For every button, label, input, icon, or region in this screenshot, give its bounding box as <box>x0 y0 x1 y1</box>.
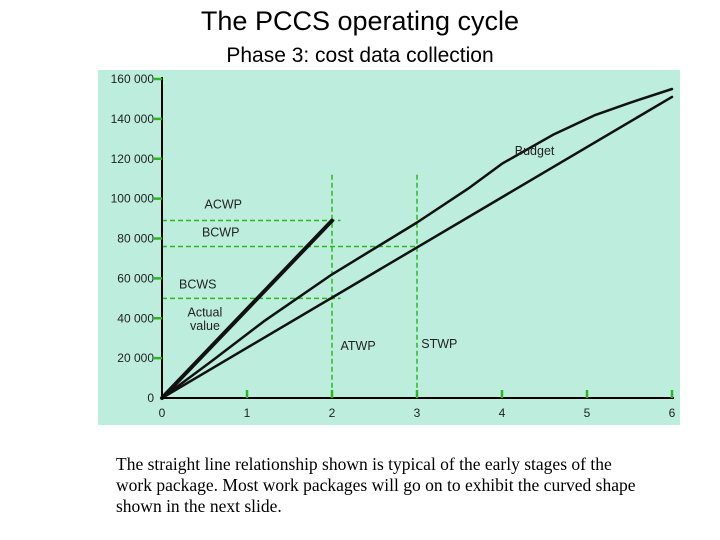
x-tick-label: 5 <box>584 406 591 420</box>
series-line <box>160 95 674 400</box>
y-tick-label: 120 000 <box>111 152 155 166</box>
x-tick-label: 2 <box>329 406 336 420</box>
y-tick-label: 60 000 <box>117 271 154 285</box>
series-lines <box>160 87 674 400</box>
page-title: The PCCS operating cycle <box>200 6 520 36</box>
page-subtitle: Phase 3: cost data collection <box>226 44 494 67</box>
y-tick-label: 80 000 <box>117 232 154 246</box>
chart-annotation-label: ACWP <box>205 198 243 212</box>
y-tick-label: 0 <box>147 391 154 405</box>
x-tick-label: 3 <box>414 406 421 420</box>
caption-line: work package. Most work packages will go… <box>116 475 636 495</box>
series-line <box>160 87 674 400</box>
chart-annotation-label: Actual <box>188 305 223 319</box>
chart-annotation-label: Budget <box>515 144 555 158</box>
x-tick-label: 6 <box>669 406 676 420</box>
x-tick-label: 4 <box>499 406 506 420</box>
caption-line: The straight line relationship shown is … <box>116 454 612 474</box>
caption-line: shown in the next slide. <box>116 496 282 516</box>
guide-lines <box>162 174 418 398</box>
axes <box>154 77 674 399</box>
y-tick-label: 40 000 <box>117 311 154 325</box>
y-tick-label: 140 000 <box>111 112 155 126</box>
chart-annotation-label: value <box>190 319 220 333</box>
y-tick-label: 20 000 <box>117 351 154 365</box>
x-tick-label: 1 <box>244 406 251 420</box>
y-tick-label: 160 000 <box>111 72 155 86</box>
chart-labels: 0 20 000 40 000 60 000 80 000 100 000 120 000 1… <box>111 72 676 420</box>
y-tick-label: 100 000 <box>111 192 155 206</box>
slide-caption: The straight line relationship shown is … <box>116 454 716 517</box>
chart-annotation-label: BCWP <box>202 226 240 240</box>
series-line <box>160 218 334 400</box>
chart-annotation-label: STWP <box>421 337 457 351</box>
x-tick-label: 0 <box>159 406 166 420</box>
chart-annotation-label: BCWS <box>179 277 217 291</box>
chart-annotation-label: ATWP <box>341 339 376 353</box>
